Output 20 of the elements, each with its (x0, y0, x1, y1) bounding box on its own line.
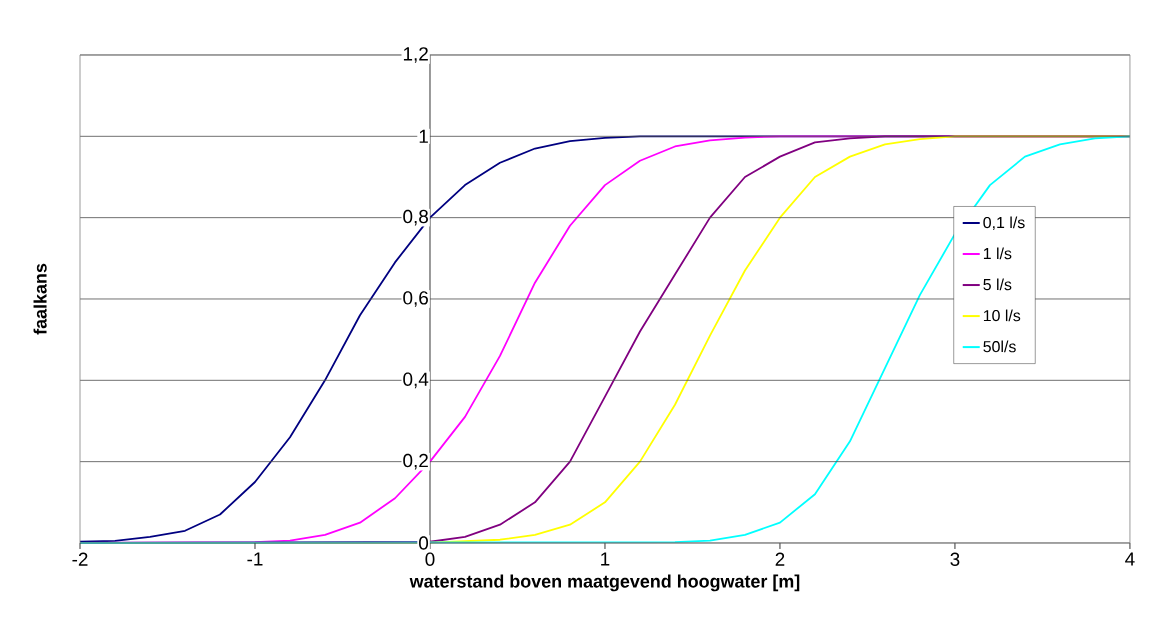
legend-label: 0,1 l/s (983, 216, 1025, 231)
x-tick-label: 4 (1125, 552, 1135, 566)
x-axis-title: waterstand boven maatgevend hoogwater [m] (409, 574, 800, 592)
y-axis-title: faalkans (33, 263, 47, 335)
y-tick-label: 1 (419, 129, 428, 143)
x-tick-label: 1 (601, 552, 610, 566)
y-tick-label: 0,8 (403, 209, 428, 226)
x-tick-label: 3 (950, 552, 960, 566)
y-tick-label: 1,2 (403, 47, 428, 63)
y-tick-label: 0,6 (403, 291, 428, 307)
y-tick-label: 0,4 (403, 372, 429, 389)
legend-label: 1 l/s (983, 247, 1012, 260)
legend-label: 5 l/s (983, 278, 1012, 291)
x-tick-label: -2 (72, 552, 88, 566)
x-tick-label: -1 (247, 552, 263, 566)
y-tick-label: 0,2 (403, 453, 428, 470)
legend-label: 50l/s (983, 340, 1016, 353)
legend-label: 10 l/s (983, 309, 1021, 322)
y-tick-label: 0 (419, 536, 429, 550)
x-tick-label: 2 (775, 552, 785, 566)
